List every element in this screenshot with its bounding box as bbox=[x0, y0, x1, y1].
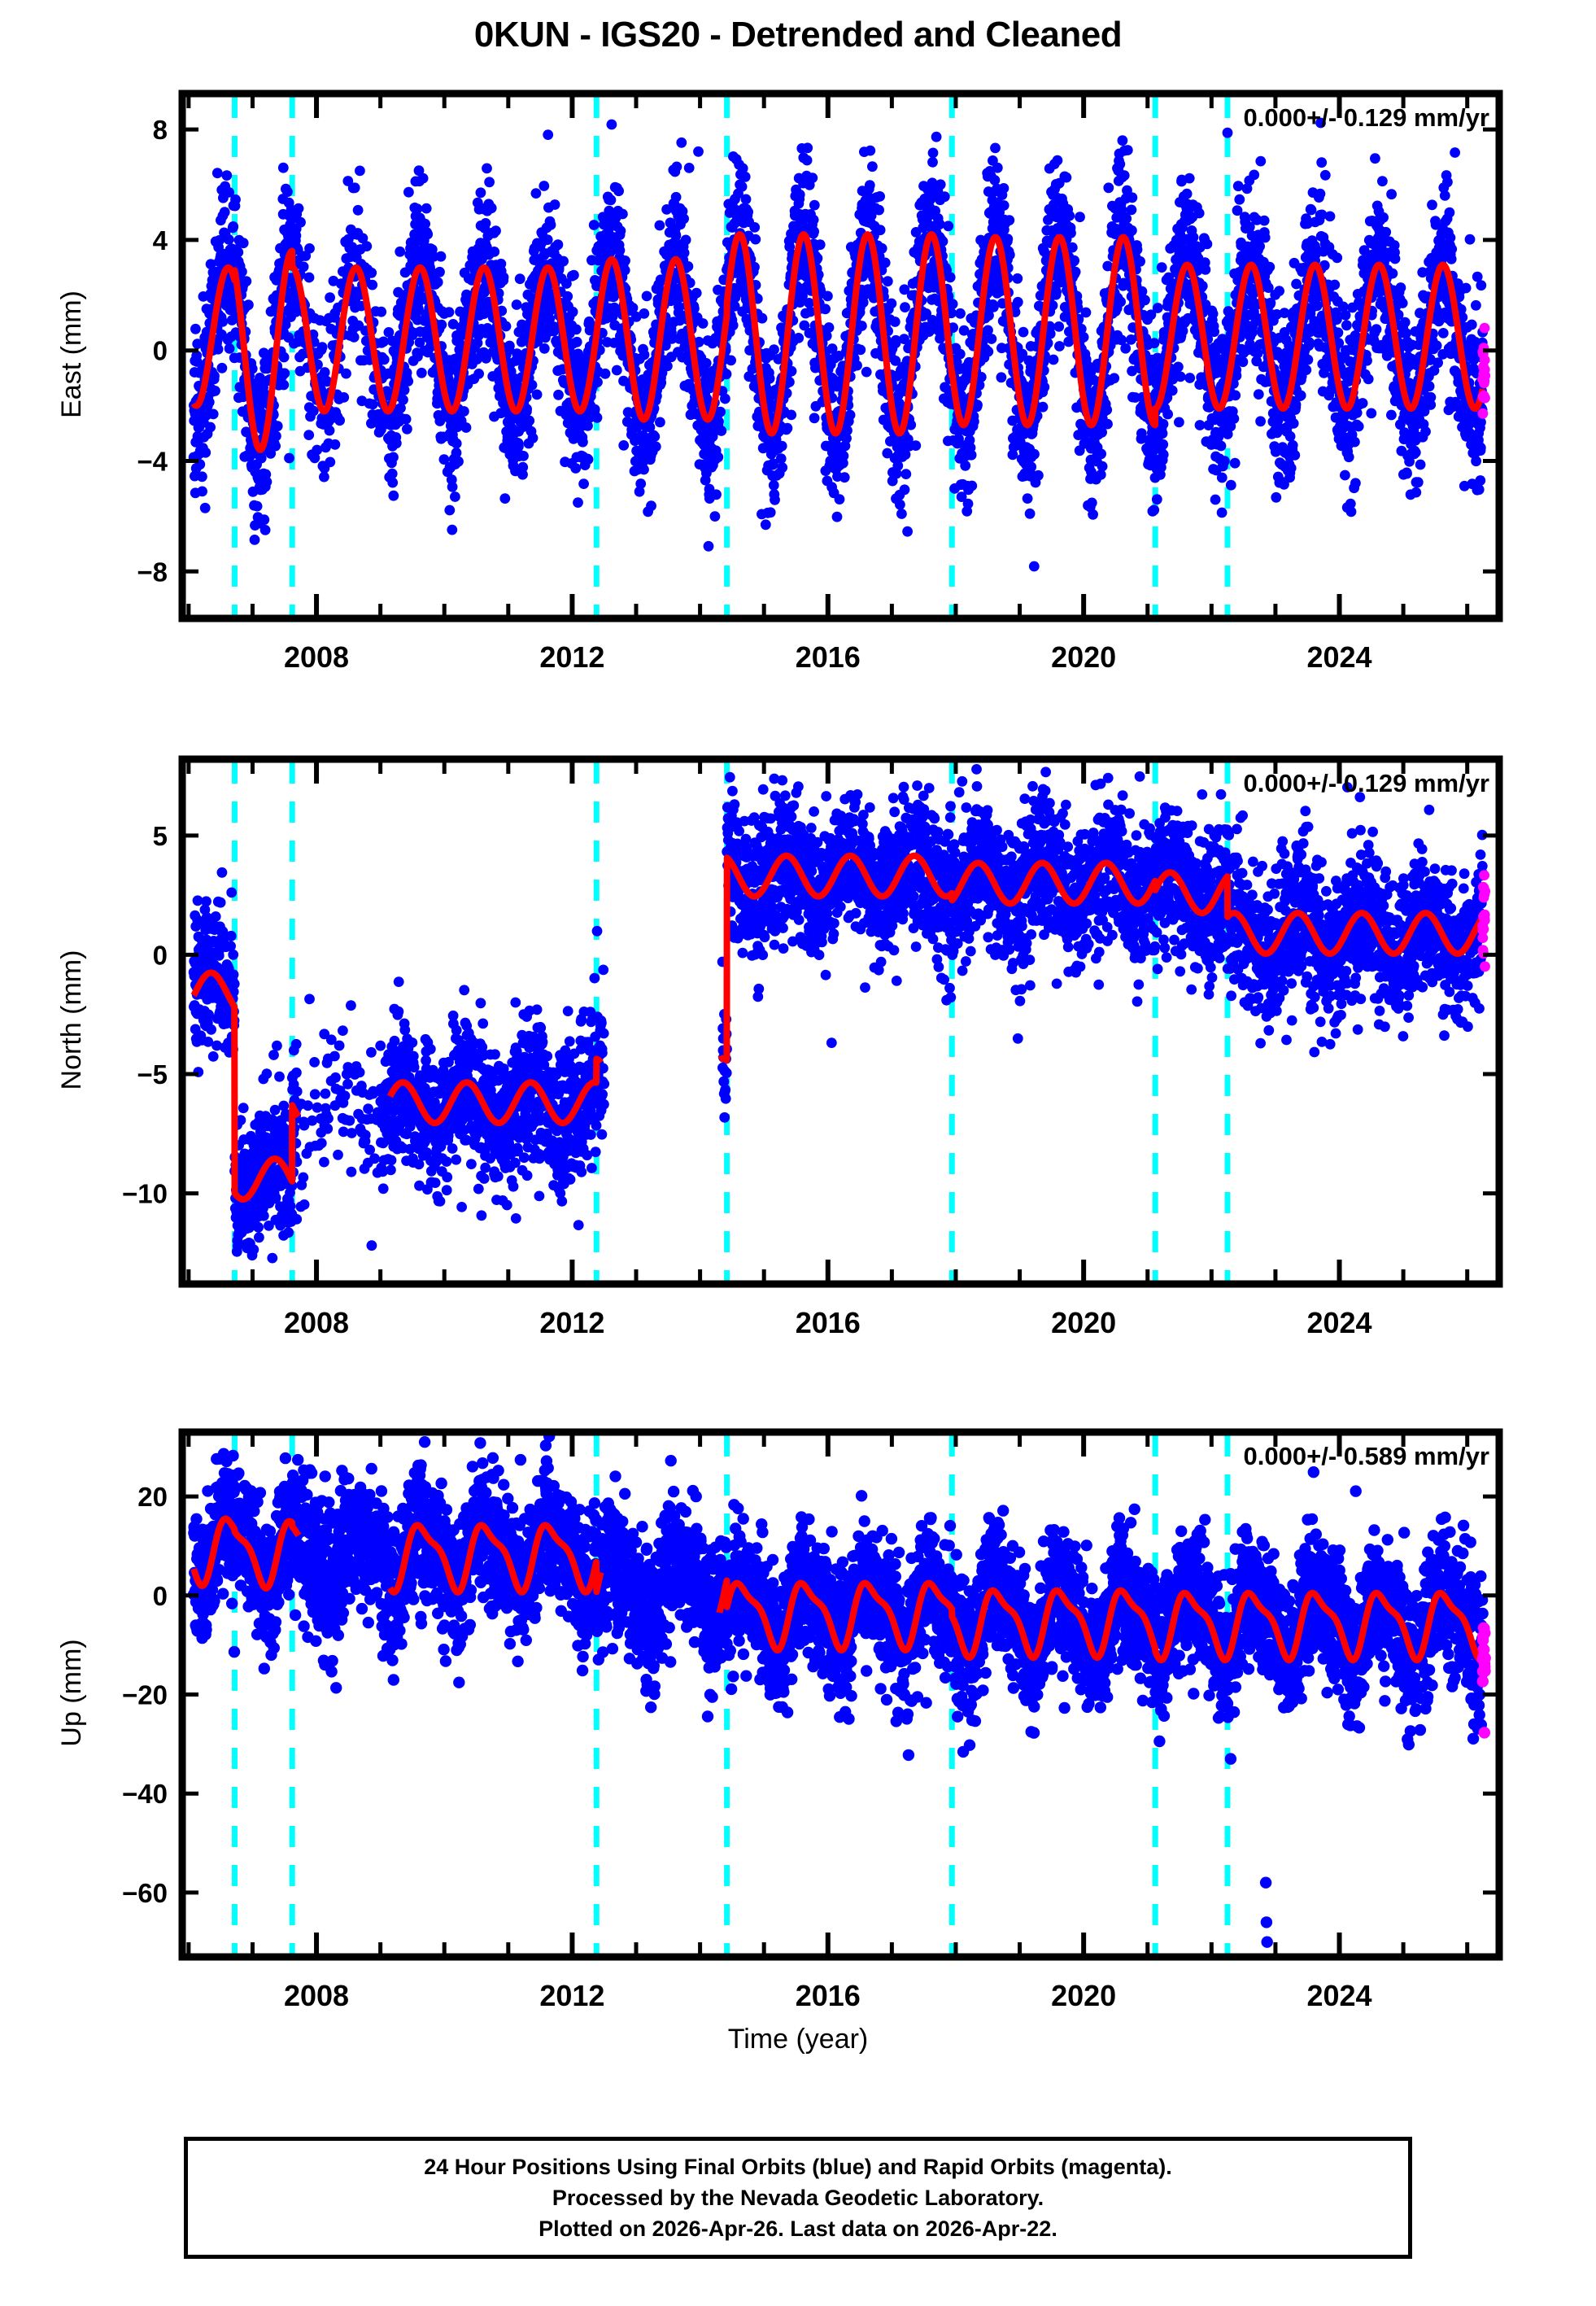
y-tick-label: 4 bbox=[153, 225, 168, 255]
y-tick-label: 0 bbox=[153, 940, 168, 970]
x-tick-label: 2024 bbox=[1306, 1306, 1371, 1339]
outlier-point bbox=[1260, 1916, 1273, 1928]
data-points-rapid-up bbox=[1476, 1622, 1491, 1739]
page-title: 0KUN - IGS20 - Detrended and Cleaned bbox=[473, 15, 1123, 55]
x-tick-label: 2024 bbox=[1306, 1979, 1371, 2012]
rapid-orbit-point bbox=[1480, 886, 1491, 897]
rapid-orbit-point bbox=[1477, 932, 1489, 943]
x-tick-label: 2012 bbox=[539, 1979, 604, 2012]
rapid-orbit-point bbox=[1480, 392, 1490, 404]
axis-frame-east: 8 4 0 −4 −8 2008 2012 2016 2020 2024 bbox=[137, 90, 1503, 674]
data-points-final-up bbox=[187, 1432, 1489, 1948]
y-tick-label: −60 bbox=[122, 1878, 168, 1908]
x-tick-label: 2012 bbox=[539, 640, 604, 674]
outlier-point bbox=[1261, 1936, 1273, 1948]
y-tick-label: 20 bbox=[137, 1482, 168, 1512]
axis-frame-up: 20 0 −20 −40 −60 2008 2012 2016 2020 2024 bbox=[122, 1428, 1503, 2012]
x-tick-label: 2008 bbox=[284, 640, 349, 674]
axis-frame-north: 5 0 −5 −10 2008 2012 2016 2020 2024 bbox=[122, 755, 1503, 1339]
y-tick-label: −4 bbox=[137, 447, 168, 477]
model-fit-path bbox=[190, 852, 1486, 1203]
y-tick-label: −10 bbox=[122, 1179, 168, 1209]
x-tick-label: 2020 bbox=[1051, 640, 1116, 674]
rapid-orbit-point bbox=[1478, 924, 1489, 935]
rate-annotation-north: 0.000+/- 0.129 mm/yr bbox=[1243, 769, 1489, 797]
outlier-point bbox=[1259, 1876, 1272, 1889]
x-tick-label: 2020 bbox=[1051, 1306, 1116, 1339]
step-epoch-lines-east bbox=[231, 97, 1231, 617]
x-tick-label: 2016 bbox=[796, 1979, 861, 2012]
outlier-point bbox=[1224, 1753, 1237, 1765]
y-axis-label-east: East (mm) bbox=[55, 290, 87, 418]
rapid-orbit-point bbox=[1479, 915, 1490, 926]
y-tick-label: 0 bbox=[153, 336, 168, 366]
rate-annotation-up: 0.000+/- 0.589 mm/yr bbox=[1243, 1442, 1489, 1470]
x-tick-label: 2008 bbox=[284, 1979, 349, 2012]
footer-caption-box: 24 Hour Positions Using Final Orbits (bl… bbox=[184, 2137, 1412, 2259]
y-tick-label: 0 bbox=[153, 1581, 168, 1611]
y-tick-label: 8 bbox=[153, 115, 168, 145]
model-fit-line-up bbox=[190, 1515, 1486, 1664]
rapid-orbit-point bbox=[1479, 1652, 1491, 1664]
x-tick-label: 2012 bbox=[539, 1306, 604, 1339]
x-tick-label: 2016 bbox=[796, 1306, 861, 1339]
model-fit-path bbox=[190, 231, 1486, 453]
rapid-orbit-point bbox=[1476, 1675, 1489, 1688]
y-axis-label-north: North (mm) bbox=[55, 950, 87, 1090]
rapid-orbit-point bbox=[1479, 1665, 1491, 1677]
footer-line-1: 24 Hour Positions Using Final Orbits (bl… bbox=[424, 2154, 1172, 2179]
y-tick-label: −20 bbox=[122, 1680, 168, 1710]
data-points-rapid-north bbox=[1477, 870, 1491, 972]
y-tick-label: −8 bbox=[137, 557, 168, 587]
rapid-orbit-point bbox=[1477, 408, 1489, 419]
y-axis-label-up: Up (mm) bbox=[55, 1638, 87, 1747]
rapid-orbit-point bbox=[1479, 355, 1490, 365]
rate-annotation-east: 0.000+/- 0.129 mm/yr bbox=[1243, 103, 1489, 132]
x-tick-label: 2024 bbox=[1306, 640, 1371, 674]
rapid-orbit-point bbox=[1479, 870, 1489, 880]
footer-line-3: Plotted on 2026-Apr-26. Last data on 202… bbox=[539, 2216, 1057, 2242]
y-tick-label: 5 bbox=[153, 821, 168, 851]
rapid-orbit-point bbox=[1479, 322, 1490, 334]
rapid-orbit-point bbox=[1479, 1627, 1491, 1640]
x-tick-label: 2016 bbox=[796, 640, 861, 674]
x-tick-label: 2008 bbox=[284, 1306, 349, 1339]
footer-line-2: Processed by the Nevada Geodetic Laborat… bbox=[552, 2185, 1044, 2210]
x-axis-label: Time (year) bbox=[727, 2024, 869, 2055]
rapid-orbit-point bbox=[1480, 961, 1490, 972]
x-tick-label: 2020 bbox=[1051, 1979, 1116, 2012]
rapid-orbit-point bbox=[1478, 1727, 1491, 1739]
data-points-rapid-east bbox=[1477, 322, 1491, 419]
model-fit-line-north bbox=[190, 852, 1486, 1203]
y-tick-label: −5 bbox=[137, 1059, 168, 1090]
y-tick-label: −40 bbox=[122, 1779, 168, 1809]
model-fit-path bbox=[190, 1515, 1486, 1664]
rapid-orbit-point bbox=[1480, 370, 1491, 382]
model-fit-line-east bbox=[190, 231, 1486, 453]
